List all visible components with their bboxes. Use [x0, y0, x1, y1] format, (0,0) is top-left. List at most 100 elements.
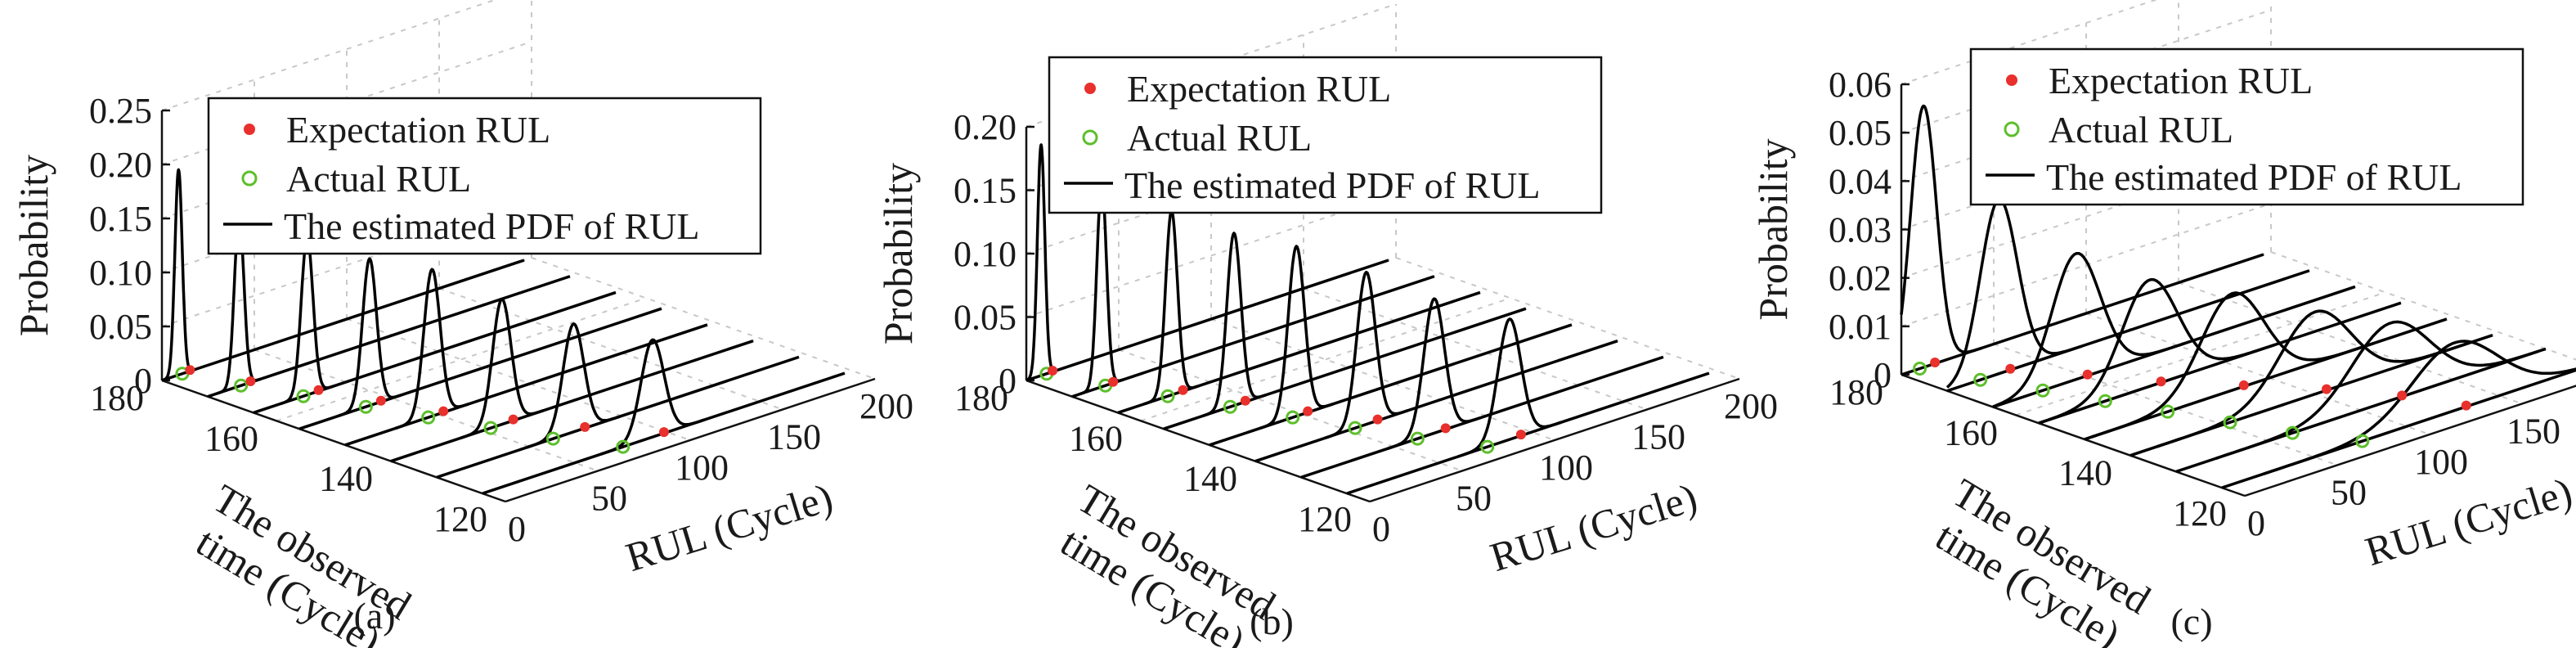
chart-panel-b: 0 0.05 0.10 0.15 0.20 180 160 140 120 0 50 100 150 20… — [875, 3, 1778, 648]
pdf-series — [1025, 143, 1710, 495]
pdf-curve — [2090, 291, 2375, 439]
legend-actual-marker — [2004, 121, 2020, 137]
grid-line-z — [161, 0, 497, 111]
grid-line-floor — [2085, 313, 2430, 435]
z-axis-label: Probability — [1750, 138, 1796, 320]
grid-line-floor — [1395, 257, 1740, 380]
z-axis-label: Probability — [11, 155, 56, 336]
rul-baseline — [390, 340, 754, 463]
expectation-rul-marker — [580, 421, 590, 432]
y-axis-line — [161, 379, 506, 503]
x-axis-label: RUL (Cycle) — [1485, 474, 1703, 580]
grid-line-floor — [2178, 281, 2523, 405]
expectation-rul-marker — [185, 365, 195, 376]
expectation-rul-marker — [1240, 395, 1250, 406]
actual-rul-marker — [1410, 431, 1425, 446]
legend-actual-marker — [241, 170, 258, 187]
pdf-curve — [1259, 245, 1334, 430]
rul-baseline — [161, 259, 525, 382]
expectation-rul-marker — [1440, 423, 1451, 434]
grid-line-floor — [1210, 318, 1555, 441]
legend-box — [1969, 47, 2524, 206]
actual-rul-marker — [234, 378, 249, 393]
legend-entry: The estimated PDF of RUL — [284, 205, 700, 247]
pdf-curve — [460, 297, 545, 440]
pdf-curve — [2215, 320, 2547, 460]
expectation-rul-marker — [2005, 363, 2016, 374]
rul-baseline — [1025, 259, 1389, 382]
actual-rul-marker — [1348, 421, 1362, 435]
pdf-curve — [1201, 232, 1267, 418]
z-tick-label: 0.04 — [1829, 161, 1892, 201]
expectation-rul-marker — [1372, 414, 1383, 425]
z-tick-label: 0.05 — [1829, 113, 1892, 153]
pdf-curve — [2156, 309, 2474, 448]
y-tick-label: 180 — [1829, 372, 1883, 412]
legend: Expectation RUL Actual RUL The estimated P… — [1048, 56, 1603, 214]
actual-rul-marker — [2035, 383, 2050, 398]
axes: 0 0.05 0.10 0.15 0.20 180 160 140 120 0 50 100 150 20… — [954, 107, 1778, 549]
rul-baseline — [1254, 340, 1618, 463]
pdf-series — [160, 168, 846, 495]
legend-actual-marker — [1082, 129, 1098, 146]
legend-entry: The estimated PDF of RUL — [2046, 156, 2462, 198]
pdf-curve — [1457, 317, 1562, 458]
x-axis-label: RUL (Cycle) — [621, 474, 838, 580]
z-tick-label: 0.05 — [89, 307, 152, 347]
chart-panel-c: 0 0.01 0.02 0.03 0.04 0.05 0.06 180 160 140 120 0 50… — [1750, 0, 2576, 648]
pdf-series — [1900, 104, 2576, 489]
x-tick-label: 100 — [1539, 448, 1593, 488]
z-tick-label: 0.15 — [89, 199, 152, 239]
rul-baseline — [207, 275, 571, 398]
legend-entry: Actual RUL — [286, 158, 471, 200]
grid-line-floor — [1993, 343, 2338, 466]
y-tick-label: 160 — [1069, 418, 1123, 458]
chart-panel-a: 0 0.05 0.10 0.15 0.20 0.25 180 160 140 120 0 50 100 1… — [11, 0, 913, 648]
y-axis-label: The observedtime (Cycle) — [1921, 470, 2158, 648]
actual-rul-marker — [1223, 399, 1237, 414]
actual-rul-marker — [545, 431, 560, 446]
expectation-rul-marker — [658, 427, 669, 438]
z-tick-label: 0.15 — [954, 171, 1016, 211]
z-tick-label: 0.03 — [1829, 210, 1892, 250]
panel-caption: (b) — [1250, 601, 1294, 642]
z-tick-label: 0.02 — [1829, 259, 1892, 299]
rul-baseline — [1300, 355, 1664, 479]
rul-baseline — [1071, 275, 1435, 398]
expectation-rul-marker — [2322, 384, 2331, 394]
grid-line-floor — [254, 349, 599, 472]
legend-entry: Actual RUL — [1127, 117, 1312, 159]
y-tick-label: 180 — [90, 378, 144, 418]
y-tick-label: 180 — [954, 378, 1008, 418]
pdf-curve — [1324, 270, 1409, 440]
x-tick-label: 200 — [1724, 386, 1778, 426]
expectation-rul-marker — [1303, 406, 1313, 416]
x-tick-label: 50 — [1456, 479, 1492, 519]
pdf-curve — [160, 168, 196, 382]
y-axis-line — [1901, 373, 2246, 497]
legend: Expectation RUL Actual RUL The estimated P… — [207, 97, 762, 255]
y-tick-label: 140 — [1183, 459, 1237, 499]
pdf-curve — [1900, 104, 1982, 354]
expectation-rul-marker — [1048, 366, 1058, 376]
legend-box — [207, 97, 762, 255]
expectation-rul-marker — [2156, 376, 2166, 387]
y-tick-label: 120 — [1298, 499, 1352, 539]
x-tick-label: 150 — [1631, 417, 1685, 457]
y-tick-label: 160 — [1944, 412, 1998, 452]
z-axis-label: Probability — [875, 163, 921, 344]
z-tick-label: 0.20 — [954, 107, 1016, 147]
x-tick-label: 150 — [2506, 412, 2560, 452]
rul-baseline — [1117, 290, 1481, 415]
expectation-rul-marker — [2461, 400, 2471, 411]
grid-line-floor — [531, 257, 876, 380]
actual-rul-marker — [2223, 415, 2237, 430]
expectation-rul-marker — [1515, 430, 1526, 440]
expectation-rul-marker — [1108, 376, 1119, 387]
actual-rul-marker — [616, 439, 631, 454]
y-tick-label: 120 — [2173, 493, 2227, 533]
grid-line-floor — [1118, 349, 1463, 472]
legend-expectation-marker — [244, 124, 255, 135]
actual-rul-marker — [2355, 434, 2370, 448]
